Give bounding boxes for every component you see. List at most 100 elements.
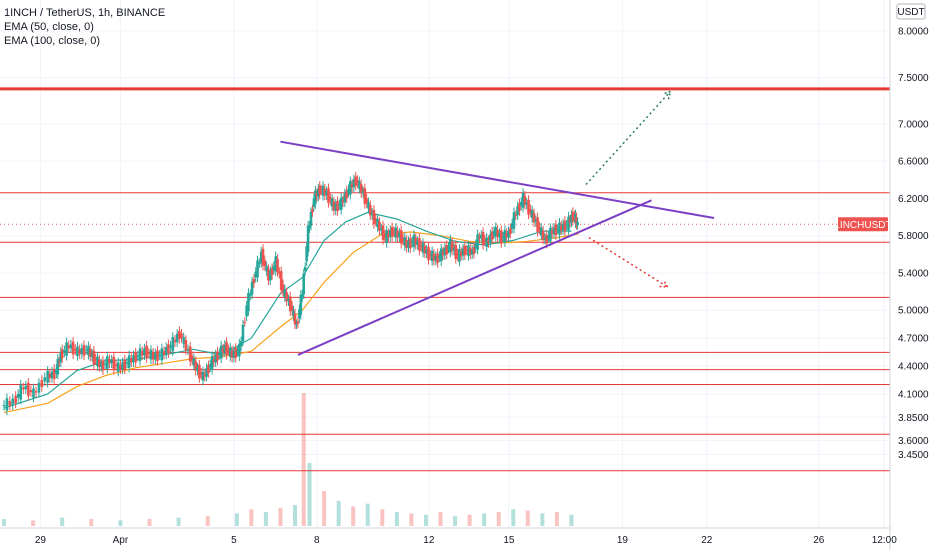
candle-body xyxy=(5,398,9,411)
candle-body xyxy=(158,354,161,356)
candle-body xyxy=(398,232,401,238)
candle-body xyxy=(98,359,101,367)
candle-body xyxy=(119,365,122,370)
candle-body xyxy=(279,271,283,290)
legend-ema100: EMA (100, close, 0) xyxy=(4,35,100,47)
candle-body xyxy=(2,404,6,407)
candle-body xyxy=(180,333,183,339)
x-tick-label: 5 xyxy=(231,535,237,546)
candle-body xyxy=(556,228,559,230)
candle-body xyxy=(121,362,124,370)
candle-body xyxy=(492,231,496,235)
candle-body xyxy=(434,256,438,261)
candle-body xyxy=(16,394,20,398)
candle-body xyxy=(178,330,181,340)
candle-body xyxy=(503,230,507,243)
candle-body xyxy=(554,224,558,236)
candle-body xyxy=(182,337,185,344)
candle-body xyxy=(449,239,452,253)
y-tick-label: 4.7000 xyxy=(898,334,929,345)
candle-body xyxy=(145,345,148,359)
candle-body xyxy=(278,272,281,274)
candle-body xyxy=(198,364,201,379)
candle-body xyxy=(563,220,567,232)
volume-bar xyxy=(31,520,36,526)
candle-body xyxy=(443,247,447,256)
candle-body xyxy=(274,256,278,272)
y-tick-label: 4.1000 xyxy=(898,390,929,401)
candle-body xyxy=(365,198,368,204)
candle-body xyxy=(332,201,336,211)
candle-body xyxy=(501,236,505,238)
candle-body xyxy=(201,371,205,381)
legend-ema50: EMA (50, close, 0) xyxy=(4,21,94,33)
candle-body xyxy=(241,324,245,342)
candle-body xyxy=(401,238,405,241)
candle-body xyxy=(478,237,481,239)
drawings[interactable] xyxy=(280,90,715,356)
candle-body xyxy=(116,362,120,372)
volume-bar xyxy=(351,506,356,526)
candle-body xyxy=(568,219,572,223)
candle-body xyxy=(254,271,258,278)
candle-body xyxy=(558,222,561,235)
candle-body xyxy=(114,364,118,367)
candle-body xyxy=(125,362,129,364)
candle-body xyxy=(188,346,192,362)
horizontal-levels[interactable]: 7.37676.26155.73015.13754.54764.36164.20… xyxy=(0,81,930,478)
candle-body xyxy=(57,361,61,363)
candle-body xyxy=(78,349,81,355)
grid-lines xyxy=(0,0,890,528)
projection-arrowhead xyxy=(659,279,669,288)
y-tick-label: 3.4500 xyxy=(898,450,929,461)
candle-body xyxy=(43,377,47,382)
candle-body xyxy=(438,255,441,258)
candle-body xyxy=(50,371,54,379)
candle-body xyxy=(539,227,543,236)
candle-body xyxy=(84,349,88,351)
candle-body xyxy=(14,395,17,404)
candle-body xyxy=(445,245,448,255)
volume-bar xyxy=(263,512,268,526)
candle-body xyxy=(230,350,234,358)
candle-body xyxy=(334,203,338,211)
candle-body xyxy=(48,373,52,379)
candle-body xyxy=(192,358,196,366)
candle-body xyxy=(37,382,41,393)
candle-body xyxy=(576,221,579,226)
candle-body xyxy=(390,227,394,237)
candle-body xyxy=(476,234,479,250)
candle-body xyxy=(303,266,307,271)
candle-body xyxy=(238,343,241,357)
candle-body xyxy=(545,234,549,244)
candle-body xyxy=(149,349,153,360)
candle-body xyxy=(387,233,390,238)
candle-body xyxy=(452,247,456,251)
candle-body xyxy=(252,279,256,284)
x-tick-label: 26 xyxy=(813,535,825,546)
candle-body xyxy=(565,224,569,226)
candle-body xyxy=(243,321,247,323)
candle-body xyxy=(175,333,179,343)
candle-body xyxy=(123,359,127,370)
candle-body xyxy=(509,228,512,235)
candle-body xyxy=(374,218,378,222)
candle-body xyxy=(34,391,38,393)
volume-bar xyxy=(147,519,152,526)
candle-body xyxy=(156,350,159,361)
candle-body xyxy=(389,229,392,238)
candle-body xyxy=(423,245,427,254)
candle-body xyxy=(140,351,144,356)
candle-body xyxy=(529,208,532,213)
y-tick-label: 8.0000 xyxy=(898,26,929,37)
candle-body xyxy=(55,368,58,374)
candle-body xyxy=(516,206,519,216)
candle-body xyxy=(396,230,399,238)
y-tick-label: 3.8500 xyxy=(898,413,929,424)
candle-body xyxy=(94,358,97,361)
candle-body xyxy=(110,359,113,364)
candle-body xyxy=(459,251,463,256)
candle-body xyxy=(439,248,443,262)
candle-body xyxy=(227,349,230,352)
